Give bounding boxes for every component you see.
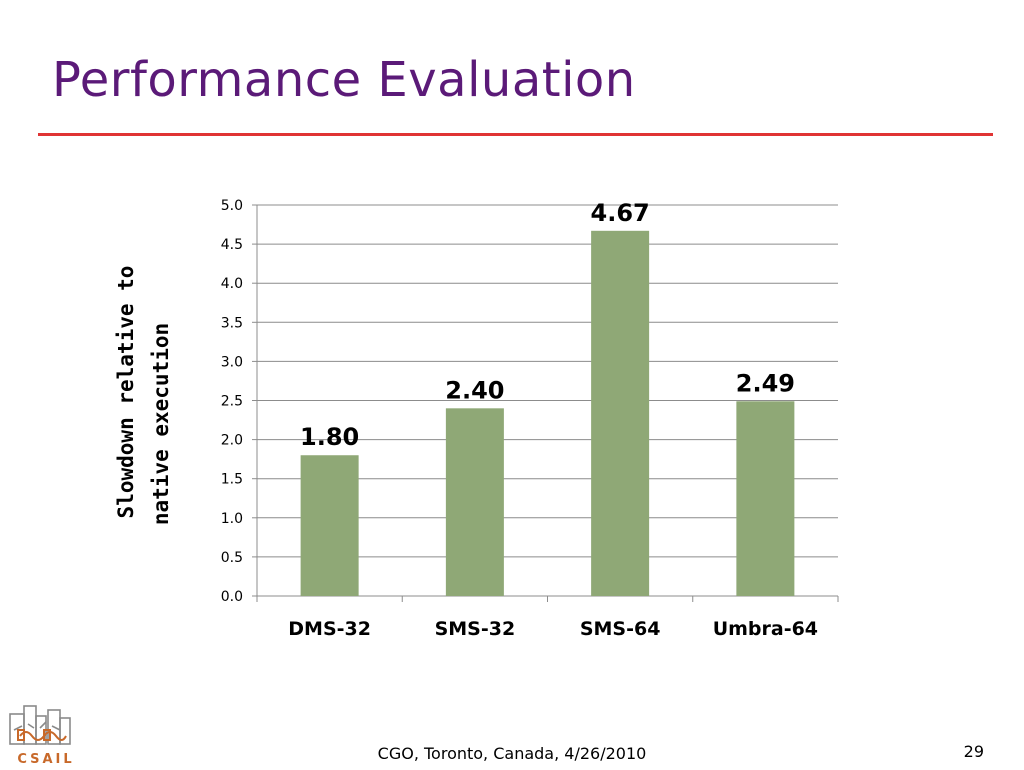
y-tick-label: 4.5 xyxy=(221,237,243,253)
x-tick-label: SMS-32 xyxy=(435,618,516,640)
bars xyxy=(300,230,795,596)
data-label: 2.49 xyxy=(736,369,795,397)
y-tick-label: 1.0 xyxy=(221,511,243,527)
footer-text: CGO, Toronto, Canada, 4/26/2010 xyxy=(377,744,647,763)
bar-sms-64 xyxy=(591,230,650,596)
y-axis-label-line-1: Slowdown relative to xyxy=(114,266,138,519)
page-number: 29 xyxy=(963,742,984,761)
y-axis-ticks: 0.0 0.5 1.0 1.5 2.0 2.5 3.0 3.5 4.0 4.5 5.0 xyxy=(221,198,258,605)
bar-umbra-64 xyxy=(736,401,795,596)
csail-logo: CSAIL xyxy=(4,700,94,770)
x-tick-label: SMS-64 xyxy=(580,618,661,640)
x-tick-label: DMS-32 xyxy=(288,618,371,640)
bar-dms-32 xyxy=(300,455,359,596)
y-tick-label: 1.5 xyxy=(221,472,243,488)
bar-sms-32 xyxy=(445,408,504,596)
logo-text: CSAIL xyxy=(17,752,74,766)
slide-title: Performance Evaluation xyxy=(52,52,636,108)
y-tick-label: 0.0 xyxy=(221,589,243,605)
data-label: 4.67 xyxy=(591,199,650,227)
x-tick-label: Umbra-64 xyxy=(713,618,818,640)
bar-chart: 0.0 0.5 1.0 1.5 2.0 2.5 3.0 3.5 4.0 4.5 5.0 1.80 2.… xyxy=(114,198,839,640)
y-tick-label: 5.0 xyxy=(221,198,243,214)
y-tick-label: 2.0 xyxy=(221,433,243,449)
title-rule xyxy=(38,133,993,136)
data-label: 1.80 xyxy=(300,423,359,451)
y-tick-label: 0.5 xyxy=(221,550,243,566)
y-tick-label: 2.5 xyxy=(221,394,243,410)
data-labels: 1.80 2.40 4.67 2.49 xyxy=(300,199,795,451)
data-label: 2.40 xyxy=(445,376,504,404)
y-tick-label: 3.5 xyxy=(221,315,243,331)
y-tick-label: 4.0 xyxy=(221,276,243,292)
y-tick-label: 3.0 xyxy=(221,354,243,370)
y-axis-label-line-2: native execution xyxy=(149,323,173,525)
x-axis-ticks: DMS-32 SMS-32 SMS-64 Umbra-64 xyxy=(256,596,839,640)
